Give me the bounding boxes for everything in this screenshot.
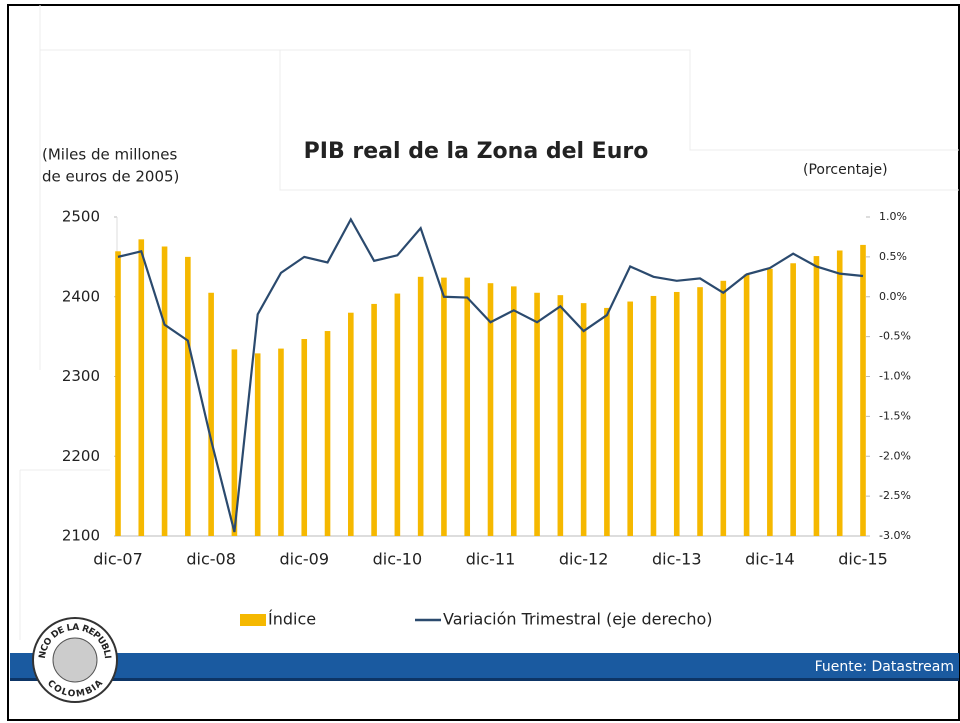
bar — [557, 295, 564, 536]
bar — [534, 292, 540, 536]
footer-shadow — [10, 678, 959, 681]
bar — [441, 277, 447, 536]
x-tick-label: dic-08 — [186, 550, 236, 569]
bar — [161, 246, 168, 536]
x-tick-label: dic-11 — [466, 550, 516, 569]
y-tick-label: 2200 — [62, 447, 100, 465]
bar — [185, 256, 191, 536]
legend-label: Índice — [268, 610, 316, 629]
bar — [604, 307, 610, 536]
y2-tick-label: 0.0% — [879, 290, 907, 303]
legend-swatch — [240, 614, 266, 626]
x-tick-label: dic-13 — [652, 550, 702, 569]
y-tick-label: 2500 — [62, 208, 100, 226]
footer-band — [10, 653, 959, 680]
bar — [348, 312, 354, 536]
y2-tick-label: -1.0% — [879, 370, 911, 383]
source: Fuente: Datastream — [815, 659, 954, 675]
bar — [278, 348, 284, 536]
y2-axis-label: (Porcentaje) — [803, 162, 888, 178]
bar — [767, 268, 773, 536]
y-tick-label: 2300 — [62, 367, 100, 385]
bar — [790, 263, 796, 536]
x-tick-label: dic-14 — [745, 550, 795, 569]
x-tick-label: dic-12 — [559, 550, 609, 569]
y2-tick-label: -3.0% — [879, 529, 911, 542]
background-lines — [19, 5, 959, 640]
bar — [673, 291, 680, 536]
x-tick-label: dic-09 — [279, 550, 329, 569]
bar — [301, 339, 308, 536]
y-tick-label: 2100 — [62, 527, 100, 545]
bar — [464, 277, 471, 536]
bar — [697, 287, 703, 536]
bar — [208, 292, 214, 536]
bar — [115, 251, 121, 537]
bar — [627, 301, 633, 536]
x-tick-label: dic-10 — [373, 550, 423, 569]
y-axis-label: (Miles de millones — [42, 146, 177, 164]
bar — [254, 353, 261, 536]
x-tick-label: dic-07 — [93, 550, 143, 569]
chart-title: PIB real de la Zona del Euro — [304, 139, 649, 164]
logo-head — [52, 637, 98, 683]
y-axis-label: de euros de 2005) — [42, 168, 179, 186]
bar — [860, 244, 866, 536]
bar — [580, 303, 587, 536]
x-tick-label: dic-15 — [838, 550, 888, 569]
bar — [813, 256, 820, 536]
legend-label: Variación Trimestral (eje derecho) — [443, 610, 713, 629]
bar — [394, 293, 401, 536]
y2-tick-label: -2.5% — [879, 489, 911, 502]
bar — [138, 239, 145, 536]
bar — [650, 295, 657, 536]
bar — [743, 274, 750, 536]
y2-tick-label: 0.5% — [879, 250, 907, 263]
bar — [417, 276, 424, 536]
y2-tick-label: -2.0% — [879, 449, 911, 462]
y-tick-label: 2400 — [62, 287, 100, 305]
y2-tick-label: 1.0% — [879, 210, 907, 223]
deco-lines — [19, 5, 959, 640]
y2-tick-label: -0.5% — [879, 330, 911, 343]
bar — [720, 280, 727, 536]
line — [117, 217, 864, 533]
bar — [324, 331, 331, 536]
y2-tick-label: -1.5% — [879, 409, 911, 422]
bar — [510, 286, 517, 536]
bar — [487, 283, 494, 536]
bar — [836, 250, 843, 536]
bar — [231, 349, 238, 536]
bar — [371, 303, 377, 536]
